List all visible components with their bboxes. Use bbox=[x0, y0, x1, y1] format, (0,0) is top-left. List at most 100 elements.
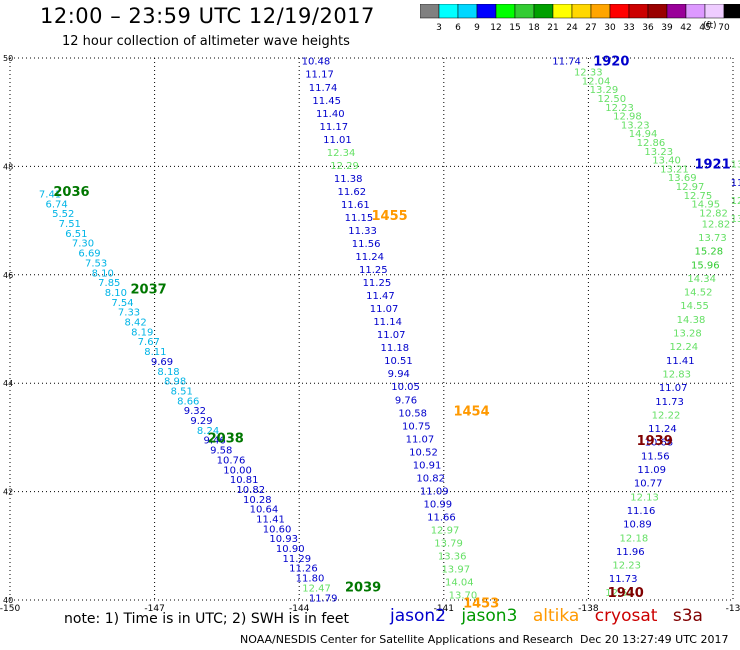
wave-height-point: 8.10 bbox=[105, 288, 127, 299]
wave-height-point: 10.77 bbox=[634, 479, 663, 490]
satellite-legend: jason2 jason3 altika cryosat s3a bbox=[390, 606, 713, 626]
wave-height-point: 7.67 bbox=[138, 337, 160, 348]
scale-unit: (ft) bbox=[703, 21, 717, 31]
pass-time-label: 2037 bbox=[131, 282, 167, 297]
wave-height-point: 8.24 bbox=[197, 426, 219, 437]
x-tick-label: -147 bbox=[144, 604, 164, 614]
wave-height-point: 14.34 bbox=[687, 274, 716, 285]
wave-height-point: 6.51 bbox=[65, 229, 87, 240]
wave-height-point: 10.81 bbox=[230, 475, 259, 486]
wave-height-point: 11.80 bbox=[296, 574, 325, 585]
scale-swatch bbox=[609, 4, 630, 19]
wave-height-point: 10.00 bbox=[223, 465, 252, 476]
wave-height-point: 11.24 bbox=[355, 252, 384, 263]
wave-height-point: 12.83 bbox=[662, 369, 691, 380]
wave-height-point: 11.40 bbox=[316, 109, 345, 120]
wave-height-point: 13.28 bbox=[673, 329, 702, 340]
wave-height-point: 12.98 bbox=[613, 112, 642, 123]
wave-height-point: 13.70 bbox=[449, 591, 478, 602]
pass-time-label: 1453 bbox=[463, 597, 499, 612]
scale-label: 12 bbox=[490, 23, 501, 33]
wave-height-point: 11.74 bbox=[552, 57, 581, 68]
scale-swatch bbox=[628, 4, 649, 19]
wave-height-point: 11.9 bbox=[731, 178, 740, 189]
wave-height-point: 12.47 bbox=[302, 583, 331, 594]
wave-height-point: 9.94 bbox=[388, 369, 410, 380]
y-tick-label: 50 bbox=[3, 54, 13, 63]
wave-height-point: 12.53 bbox=[605, 588, 634, 599]
grid-lines bbox=[9, 57, 734, 601]
scale-swatch bbox=[438, 4, 459, 19]
wave-height-point: 11.79 bbox=[309, 593, 338, 604]
wave-height-point: 13.69 bbox=[668, 173, 697, 184]
scale-label: 42 bbox=[680, 23, 691, 33]
wave-height-point: 7.41 bbox=[39, 190, 61, 201]
scale-swatch bbox=[571, 4, 592, 19]
scale-label: 70 bbox=[718, 23, 730, 33]
wave-height-point: 10.89 bbox=[623, 520, 652, 531]
wave-height-point: 13.79 bbox=[434, 538, 463, 549]
scale-swatch bbox=[495, 4, 516, 19]
wave-height-point: 7.33 bbox=[118, 308, 140, 319]
legend-s3a: s3a bbox=[672, 606, 703, 626]
wave-height-point: 9.69 bbox=[151, 357, 173, 368]
scale-swatch bbox=[514, 4, 535, 19]
wave-height-point: 13.40 bbox=[652, 156, 681, 167]
wave-height-point: 11.62 bbox=[337, 187, 366, 198]
wave-height-point: 13.29 bbox=[590, 85, 619, 96]
wave-height-point: 11.17 bbox=[320, 122, 349, 133]
wave-height-point: 11.45 bbox=[312, 96, 341, 107]
wave-height-point: 8.11 bbox=[144, 347, 166, 358]
wave-height-point: 11.07 bbox=[406, 434, 435, 445]
y-tick-label: 42 bbox=[3, 488, 13, 497]
wave-height-point: 13.23 bbox=[621, 120, 650, 131]
pass-time-label: 1920 bbox=[593, 55, 629, 70]
wave-height-point: 11.25 bbox=[363, 278, 392, 289]
scale-swatch bbox=[704, 4, 725, 19]
scale-swatch bbox=[457, 4, 478, 19]
scale-label: 24 bbox=[566, 23, 578, 33]
wave-height-point: 10.51 bbox=[384, 356, 413, 367]
wave-height-point: 11.09 bbox=[420, 486, 449, 497]
scale-swatch bbox=[420, 4, 440, 19]
wave-height-point: 12.50 bbox=[597, 94, 626, 105]
pass-time-label: 2039 bbox=[345, 580, 381, 595]
scale-swatch bbox=[647, 4, 668, 19]
axis-ticks: -150 -147 -144 -141 -138 -13 40 42 44 46 48 50 bbox=[0, 54, 740, 614]
wave-height-point: 14.55 bbox=[680, 301, 709, 312]
scale-label: 30 bbox=[604, 23, 616, 33]
wave-height-point: 10.52 bbox=[409, 447, 438, 458]
wave-height-point: 11.09 bbox=[637, 465, 666, 476]
wave-height-point: 14.38 bbox=[677, 315, 706, 326]
page-subtitle: 12 hour collection of altimeter wave hei… bbox=[62, 34, 350, 49]
wave-height-point: 7.30 bbox=[72, 239, 94, 250]
wave-height-point: 10.91 bbox=[413, 460, 442, 471]
scale-swatch bbox=[552, 4, 573, 19]
scale-label: 9 bbox=[474, 23, 480, 33]
wave-height-point: 10.93 bbox=[269, 534, 298, 545]
x-tick-label: -138 bbox=[578, 604, 599, 614]
scale-swatch bbox=[533, 4, 554, 19]
wave-height-point: 11.61 bbox=[341, 200, 370, 211]
wave-height-point: 12.75 bbox=[684, 191, 713, 202]
wave-height-point: 12.29 bbox=[330, 161, 359, 172]
pass-time-label: 1940 bbox=[608, 586, 644, 601]
legend-jason2: jason2 bbox=[390, 606, 446, 626]
page-title: 12:00 – 23:59 UTC 12/19/2017 bbox=[40, 4, 375, 28]
wave-height-point: 8.42 bbox=[125, 318, 147, 329]
wave-height-point: 11.18 bbox=[380, 343, 409, 354]
wave-height-point: 11.56 bbox=[352, 239, 381, 250]
wave-height-point: 8.19 bbox=[131, 327, 153, 338]
pass-time-label: 2036 bbox=[53, 185, 89, 200]
wave-height-point: 14.94 bbox=[629, 129, 658, 140]
wave-height-point: 13.21 bbox=[660, 164, 689, 175]
wave-height-point: 13.36 bbox=[438, 552, 467, 563]
color-scale: 3 6 9 12 15 18 21 24 27 30 33 36 39 42 45 70 bbox=[420, 4, 740, 33]
wave-height-point: 11.01 bbox=[323, 135, 352, 146]
wave-height-point: 11.74 bbox=[309, 83, 338, 94]
wave-height-point: 13.73 bbox=[698, 233, 727, 244]
wave-height-point: 12.82 bbox=[702, 219, 731, 230]
footer-timestamp: Dec 20 13:27:49 UTC 2017 bbox=[580, 633, 729, 646]
x-tick-label: -13 bbox=[726, 604, 740, 614]
